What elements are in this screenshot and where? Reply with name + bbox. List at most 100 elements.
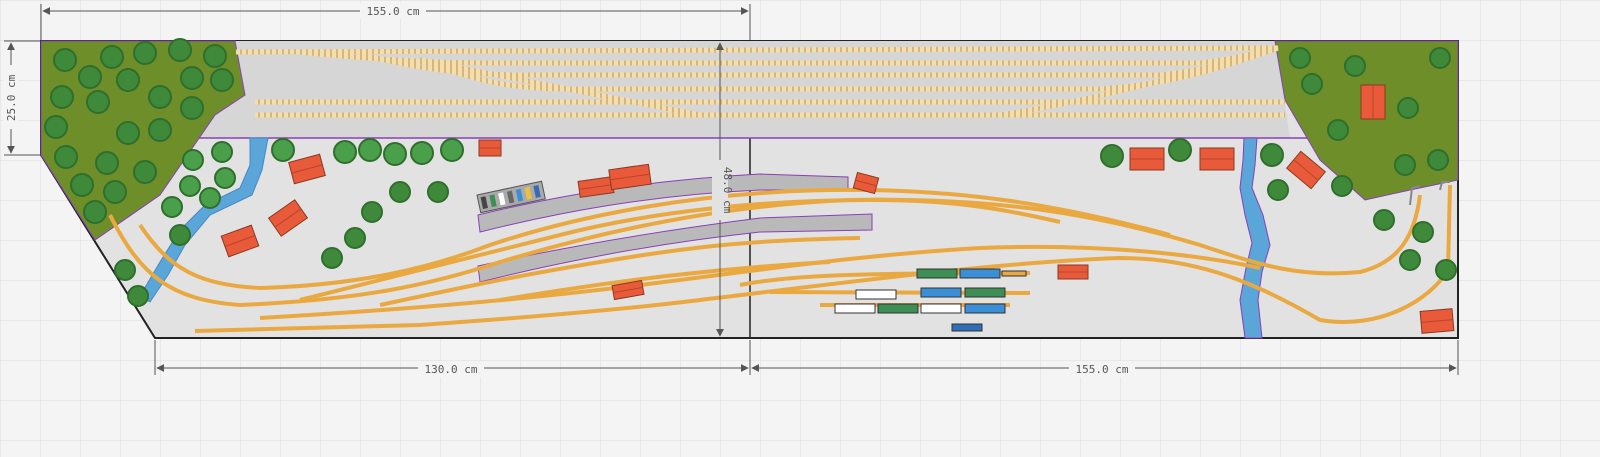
- parking-lot[interactable]: [476, 180, 546, 214]
- tree-icon: [1397, 97, 1419, 119]
- tree-icon: [179, 175, 201, 197]
- tree-icon: [1301, 73, 1323, 95]
- wagon-icon[interactable]: [877, 303, 919, 314]
- tree-icon: [180, 96, 204, 120]
- car-icon: [489, 194, 497, 208]
- river-right: [1239, 137, 1271, 339]
- tree-icon: [78, 65, 102, 89]
- tree-icon: [1289, 47, 1311, 69]
- wagon-icon[interactable]: [916, 268, 958, 279]
- tree-icon: [344, 227, 366, 249]
- track-lower-return[interactable]: [194, 184, 1452, 333]
- wagon-icon[interactable]: [1001, 270, 1027, 277]
- track-loop-left-inner[interactable]: [138, 187, 1171, 291]
- tree-icon: [168, 38, 192, 62]
- tree-icon: [210, 68, 234, 92]
- tree-icon: [133, 41, 157, 65]
- tree-icon: [389, 181, 411, 203]
- tree-icon: [1327, 119, 1349, 141]
- tree-icon: [333, 140, 357, 164]
- platform-lower[interactable]: [477, 213, 873, 283]
- trees: [44, 38, 1457, 307]
- tree-icon: [211, 141, 233, 163]
- tree-icon: [148, 118, 172, 142]
- tree-icon: [1344, 55, 1366, 77]
- dimension-center-label: 48.0 cm: [721, 167, 734, 214]
- tree-icon: [53, 48, 77, 72]
- tree-icon: [50, 85, 74, 109]
- tree-icon: [1429, 47, 1451, 69]
- tree-icon: [116, 68, 140, 92]
- hidden-yard-tracks[interactable]: [235, 45, 1285, 118]
- tree-icon: [127, 285, 149, 307]
- buffer-stop-right-2: [1439, 181, 1450, 191]
- tree-icon: [148, 85, 172, 109]
- dimension-bottom-left-label: 130.0 cm: [425, 363, 478, 376]
- tree-icon: [116, 121, 140, 145]
- tree-icon: [1412, 221, 1434, 243]
- tree-icon: [169, 224, 191, 246]
- car-icon: [524, 186, 532, 200]
- tree-icon: [161, 196, 183, 218]
- track-main-1[interactable]: [299, 197, 1061, 302]
- main-tracks[interactable]: [108, 184, 1452, 333]
- building-icon[interactable]: [288, 153, 326, 185]
- tree-icon: [358, 138, 382, 162]
- wagon-icon[interactable]: [855, 289, 897, 300]
- tree-icon: [1394, 154, 1416, 176]
- tree-icon: [133, 160, 157, 184]
- wagon-icon[interactable]: [964, 287, 1006, 298]
- track-branch-a[interactable]: [379, 236, 861, 307]
- car-icon: [480, 196, 488, 210]
- wagon-icon[interactable]: [920, 287, 962, 298]
- building-icon[interactable]: [267, 199, 309, 237]
- tree-icon: [440, 138, 464, 162]
- tree-icon: [1267, 179, 1289, 201]
- wagon-icon[interactable]: [834, 303, 876, 314]
- tree-icon: [70, 173, 94, 197]
- building-icon[interactable]: [1360, 84, 1386, 120]
- tree-icon: [271, 138, 295, 162]
- building-icon[interactable]: [1199, 147, 1235, 171]
- tree-icon: [86, 90, 110, 114]
- buffer-stop-right-1: [1409, 185, 1421, 206]
- car-icon: [533, 185, 541, 198]
- building-icon[interactable]: [478, 139, 502, 157]
- tree-icon: [199, 187, 221, 209]
- wagon-icon[interactable]: [959, 268, 1001, 279]
- yard-track-8[interactable]: [999, 45, 1279, 118]
- tree-icon: [100, 45, 124, 69]
- yard-track-1[interactable]: [235, 45, 1279, 55]
- track-branch-b[interactable]: [499, 260, 831, 302]
- tree-icon: [1168, 138, 1192, 162]
- building-icon[interactable]: [852, 171, 880, 195]
- building-icon[interactable]: [1129, 147, 1165, 171]
- car-icon: [506, 190, 515, 204]
- dimension-bottom-right-label: 155.0 cm: [1076, 363, 1129, 376]
- tree-icon: [83, 200, 107, 224]
- building-icon[interactable]: [1419, 308, 1455, 334]
- buildings[interactable]: [220, 84, 1455, 334]
- yard-track-7[interactable]: [419, 57, 701, 118]
- tree-icon: [180, 66, 204, 90]
- wagon-icon[interactable]: [964, 303, 1006, 314]
- wagon-icon[interactable]: [920, 303, 962, 314]
- tree-icon: [203, 44, 227, 68]
- locomotive-icon[interactable]: [951, 323, 983, 332]
- building-icon[interactable]: [1057, 264, 1089, 280]
- rolling-stock[interactable]: [834, 268, 1027, 332]
- tree-icon: [1331, 175, 1353, 197]
- building-icon[interactable]: [1285, 150, 1327, 190]
- tree-icon: [214, 167, 236, 189]
- tree-icon: [383, 142, 407, 166]
- tree-icon: [1427, 149, 1449, 171]
- tree-icon: [361, 201, 383, 223]
- tree-icon: [321, 247, 343, 269]
- building-icon[interactable]: [608, 163, 652, 191]
- building-icon[interactable]: [220, 224, 260, 258]
- tree-icon: [182, 149, 204, 171]
- tree-icon: [103, 180, 127, 204]
- tree-icon: [114, 259, 136, 281]
- building-icon[interactable]: [611, 279, 645, 301]
